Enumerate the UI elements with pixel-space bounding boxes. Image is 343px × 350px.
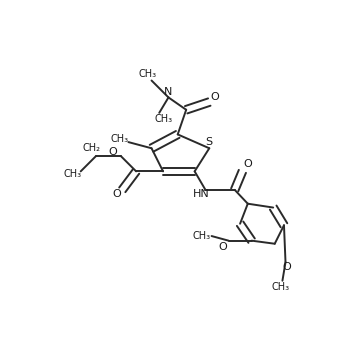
Text: CH₃: CH₃ [64,169,82,180]
Text: CH₃: CH₃ [192,231,211,241]
Text: O: O [113,189,121,200]
Text: N: N [164,87,173,97]
Text: O: O [283,262,292,272]
Text: CH₂: CH₂ [82,143,100,153]
Text: HN: HN [193,189,210,200]
Text: S: S [206,137,213,147]
Text: O: O [210,92,219,103]
Text: O: O [109,147,117,157]
Text: O: O [244,159,252,169]
Text: CH₃: CH₃ [272,282,290,292]
Text: CH₃: CH₃ [110,134,128,144]
Text: O: O [218,242,227,252]
Text: CH₃: CH₃ [139,69,157,79]
Text: CH₃: CH₃ [154,114,172,124]
